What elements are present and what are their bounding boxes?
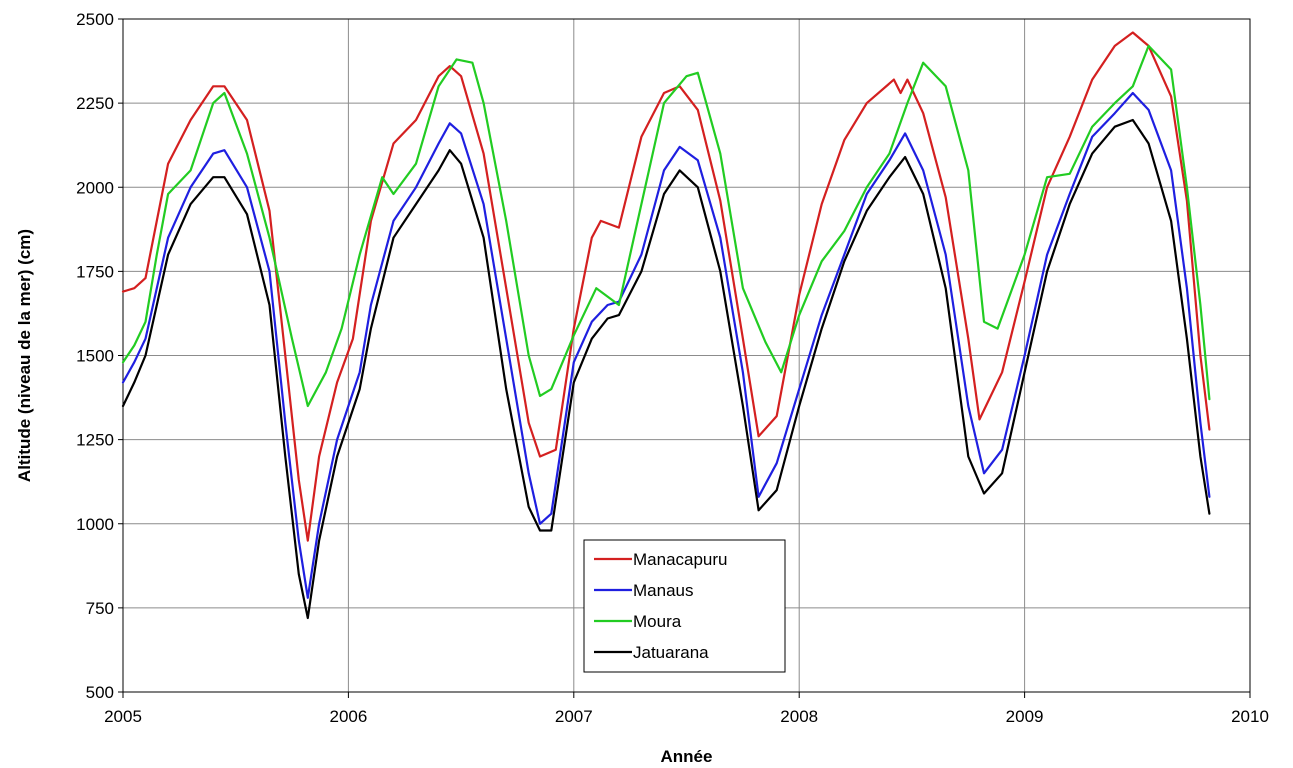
x-axis-ticks: 2005 2006 2007 2008 2009 2010 <box>104 692 1269 726</box>
x-tick-label: 2005 <box>104 707 142 726</box>
y-tick-label: 2500 <box>76 10 114 29</box>
x-tick-label: 2010 <box>1231 707 1269 726</box>
y-tick-label: 1250 <box>76 431 114 450</box>
y-tick-label: 500 <box>86 683 114 702</box>
series-line-manacapuru <box>121 31 1211 542</box>
x-tick-label: 2009 <box>1006 707 1044 726</box>
x-tick-label: 2007 <box>555 707 593 726</box>
x-axis-title: Année <box>661 747 713 766</box>
legend-label: Manacapuru <box>633 550 728 569</box>
series-line-moura <box>121 44 1211 408</box>
legend-label: Jatuarana <box>633 643 709 662</box>
y-tick-label: 2250 <box>76 94 114 113</box>
y-axis-title: Altitude (niveau de la mer) (cm) <box>15 229 34 482</box>
series-line-jatuarana <box>121 118 1211 620</box>
y-tick-label: 2000 <box>76 178 114 197</box>
y-axis-ticks: 500 750 1000 1250 1500 1750 2000 2250 2500 <box>76 10 123 702</box>
legend-label: Manaus <box>633 581 693 600</box>
legend: Manacapuru Manaus Moura Jatuarana <box>583 539 786 673</box>
y-tick-label: 1500 <box>76 347 114 366</box>
series-line-manaus <box>121 91 1211 599</box>
legend-label: Moura <box>633 612 682 631</box>
x-tick-label: 2008 <box>780 707 818 726</box>
y-tick-label: 750 <box>86 599 114 618</box>
series-lines <box>121 31 1211 620</box>
x-tick-label: 2006 <box>329 707 367 726</box>
y-tick-label: 1000 <box>76 515 114 534</box>
legend-box <box>583 539 786 673</box>
y-tick-label: 1750 <box>76 262 114 281</box>
